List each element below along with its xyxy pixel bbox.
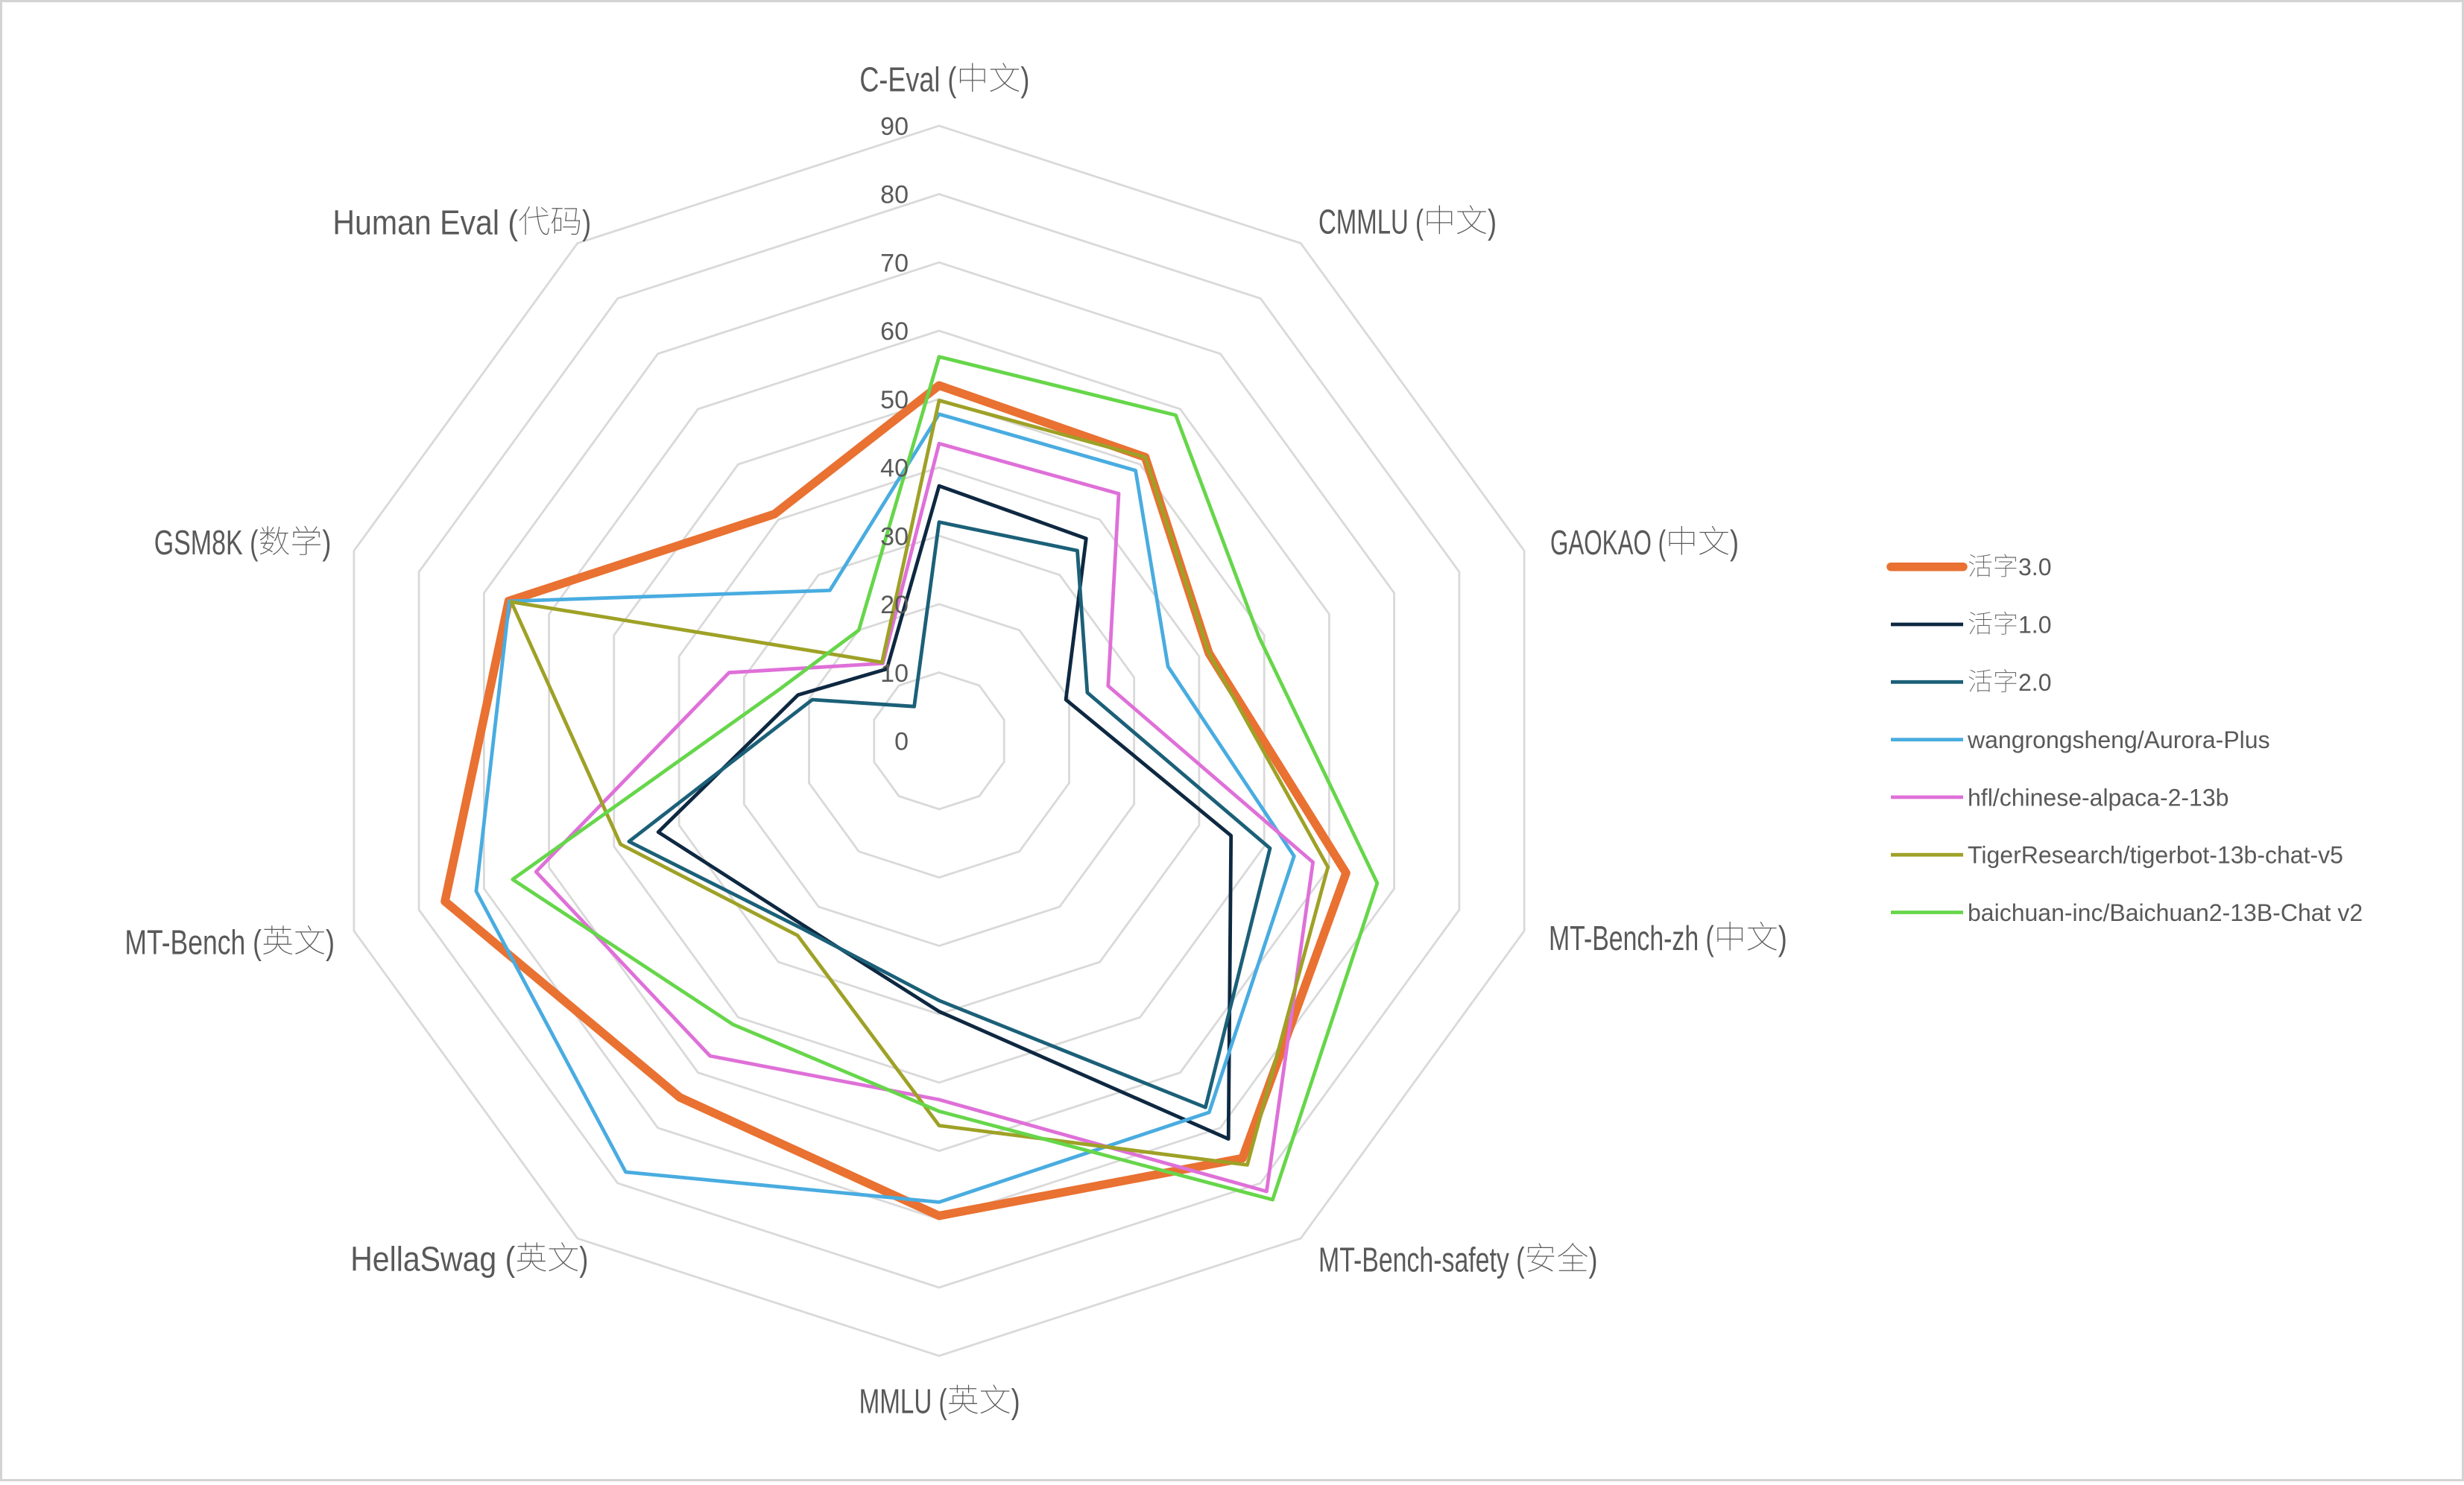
- svg-text:): ): [322, 523, 331, 562]
- svg-text:): ): [582, 203, 591, 242]
- svg-text:wangrongsheng/Aurora-Plus: wangrongsheng/Aurora-Plus: [1967, 726, 2270, 753]
- svg-text:HellaSwag (: HellaSwag (: [350, 1240, 516, 1279]
- svg-text:): ): [1730, 523, 1739, 562]
- svg-text:1.0: 1.0: [2018, 612, 2051, 639]
- svg-text:): ): [1488, 203, 1497, 241]
- svg-text:C-Eval (: C-Eval (: [859, 60, 957, 99]
- svg-text:baichuan-inc/Baichuan2-13B-Cha: baichuan-inc/Baichuan2-13B-Chat v2: [1968, 899, 2363, 926]
- svg-text:40: 40: [880, 455, 909, 483]
- svg-text:20: 20: [880, 591, 909, 619]
- svg-text:MT-Bench (: MT-Bench (: [124, 922, 262, 961]
- svg-text:): ): [1778, 919, 1787, 957]
- svg-text:): ): [1020, 60, 1029, 99]
- svg-text:GSM8K (: GSM8K (: [154, 523, 259, 562]
- svg-text:MMLU (: MMLU (: [859, 1382, 947, 1421]
- svg-text:70: 70: [880, 249, 909, 277]
- svg-text:60: 60: [880, 317, 909, 346]
- svg-text:2.0: 2.0: [2018, 669, 2051, 696]
- svg-text:80: 80: [880, 181, 909, 209]
- svg-text:): ): [1589, 1241, 1598, 1279]
- svg-text:3.0: 3.0: [2018, 554, 2051, 580]
- svg-text:MT-Bench-safety (: MT-Bench-safety (: [1318, 1241, 1525, 1279]
- svg-text:): ): [1011, 1382, 1020, 1421]
- svg-text:Human Eval (: Human Eval (: [332, 203, 518, 242]
- svg-text:): ): [326, 922, 335, 961]
- svg-text:0: 0: [894, 728, 909, 756]
- svg-text:TigerResearch/tigerbot-13b-cha: TigerResearch/tigerbot-13b-chat-v5: [1968, 842, 2343, 869]
- svg-text:): ): [579, 1240, 588, 1279]
- svg-text:10: 10: [880, 659, 909, 688]
- svg-text:GAOKAO (: GAOKAO (: [1550, 523, 1666, 562]
- svg-text:CMMLU (: CMMLU (: [1318, 203, 1424, 241]
- svg-text:50: 50: [880, 386, 909, 414]
- svg-text:90: 90: [880, 113, 909, 141]
- svg-text:MT-Bench-zh (: MT-Bench-zh (: [1549, 919, 1714, 957]
- svg-text:hfl/chinese-alpaca-2-13b: hfl/chinese-alpaca-2-13b: [1968, 784, 2228, 811]
- svg-text:30: 30: [880, 522, 909, 551]
